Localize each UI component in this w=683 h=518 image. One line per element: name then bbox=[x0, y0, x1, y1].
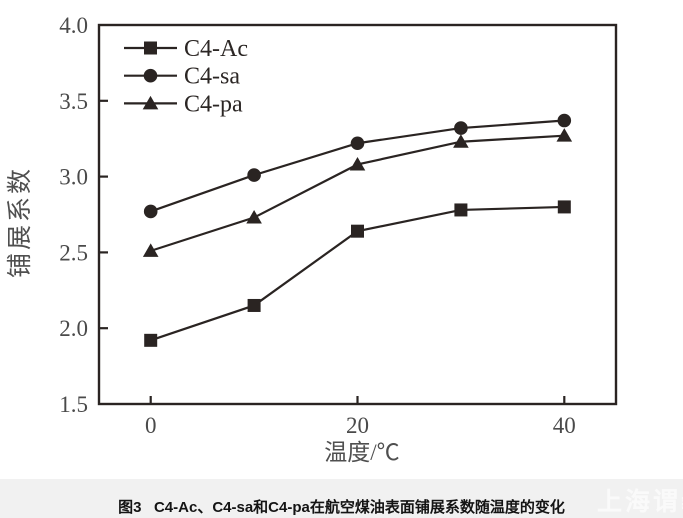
figure-caption: 图3 C4-Ac、C4-sa和C4-pa在航空煤油表面铺展系数随温度的变化 bbox=[118, 499, 565, 516]
watermark: 上海谓義 bbox=[597, 488, 683, 516]
y-tick-label: 2.0 bbox=[59, 316, 88, 341]
caption-bar: 上海谓義 图3 C4-Ac、C4-sa和C4-pa在航空煤油表面铺展系数随温度的… bbox=[0, 479, 683, 518]
series-C4-sa bbox=[143, 113, 572, 219]
legend-marker-circle bbox=[143, 68, 158, 83]
data-point-marker bbox=[246, 210, 262, 224]
data-point-marker bbox=[453, 134, 469, 148]
legend-item-C4-pa: C4-pa bbox=[124, 91, 243, 117]
legend-marker-triangle bbox=[142, 95, 159, 110]
x-tick-label: 0 bbox=[145, 413, 157, 438]
data-point-marker bbox=[349, 156, 366, 171]
legend-label: C4-sa bbox=[184, 64, 240, 90]
data-point-marker bbox=[351, 224, 364, 238]
data-point-marker bbox=[144, 333, 158, 347]
series-C4-Ac bbox=[144, 200, 571, 347]
data-point-marker bbox=[350, 136, 365, 151]
plot-border bbox=[97, 23, 618, 406]
data-point-marker bbox=[143, 204, 158, 219]
data-point-marker bbox=[142, 243, 159, 257]
x-tick-label: 20 bbox=[346, 413, 369, 438]
data-point-marker bbox=[247, 168, 261, 182]
x-tick-label: 40 bbox=[553, 413, 576, 438]
legend-label: C4-Ac bbox=[184, 36, 248, 62]
y-tick-label: 2.5 bbox=[59, 240, 88, 265]
data-point-marker bbox=[557, 113, 572, 128]
data-point-marker bbox=[454, 121, 468, 135]
y-tick-label: 3.0 bbox=[59, 165, 88, 190]
y-tick-label: 1.5 bbox=[59, 392, 88, 417]
data-point-marker bbox=[556, 128, 573, 142]
legend-marker-square bbox=[144, 41, 157, 55]
legend-label: C4-pa bbox=[184, 91, 243, 117]
y-tick-label: 3.5 bbox=[59, 89, 88, 114]
data-point-marker bbox=[247, 298, 261, 312]
legend-item-C4-Ac: C4-Ac bbox=[124, 36, 248, 62]
legend-item-C4-sa: C4-sa bbox=[124, 64, 240, 90]
x-axis-title: 温度/℃ bbox=[324, 440, 399, 465]
chart-svg: 温度/℃ 铺展系数 4.03.53.02.52.01.50 20 40C4-AcC4… bbox=[6, 13, 618, 465]
series-C4-pa bbox=[142, 128, 573, 257]
data-point-marker bbox=[454, 203, 468, 217]
y-tick-label: 4.0 bbox=[59, 13, 88, 38]
y-axis-title: 铺展系数 bbox=[6, 166, 34, 278]
data-point-marker bbox=[557, 200, 571, 214]
